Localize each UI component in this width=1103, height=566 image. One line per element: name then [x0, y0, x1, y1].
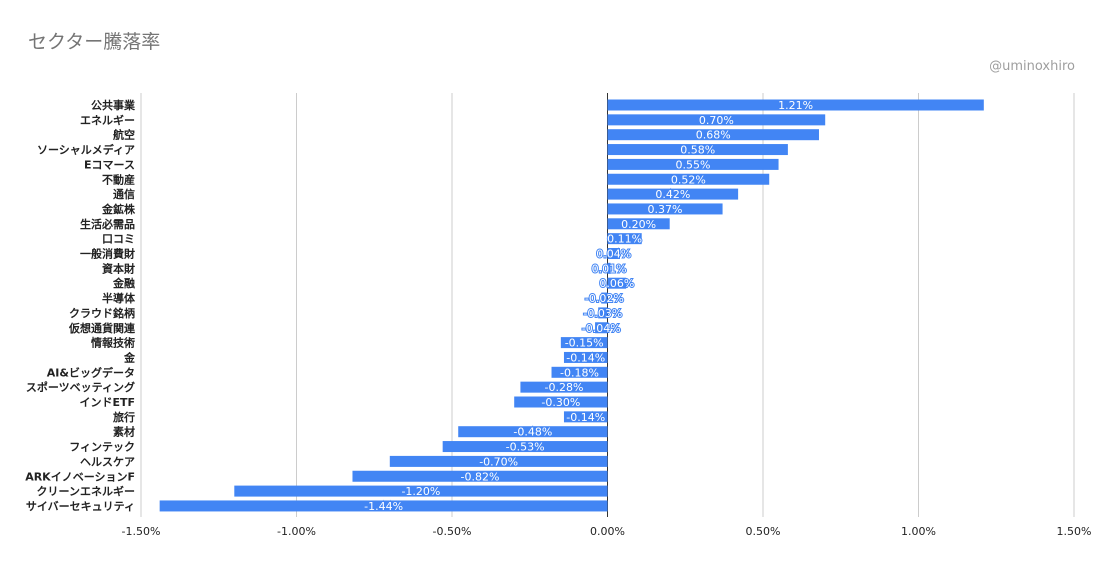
- bar: [514, 396, 608, 408]
- data-label: -0.02%: [585, 292, 624, 305]
- data-label: -0.48%: [513, 426, 552, 439]
- category-label: 公共事業: [91, 98, 136, 112]
- data-label: 0.58%: [680, 144, 715, 157]
- bar: [607, 188, 739, 200]
- category-label: 航空: [113, 128, 135, 142]
- bar: [458, 426, 608, 438]
- bar: [607, 114, 826, 126]
- data-label: -0.15%: [565, 337, 604, 350]
- category-label: 一般消費財: [80, 247, 135, 261]
- data-label: 0.06%: [599, 277, 634, 290]
- x-tick-label: 0.50%: [746, 525, 781, 538]
- category-label: 旅行: [113, 410, 135, 424]
- bar: [607, 173, 770, 185]
- category-label: 金融: [112, 276, 135, 290]
- data-label: -0.70%: [479, 455, 518, 468]
- bar: [520, 381, 608, 393]
- x-tick-label: 0.00%: [590, 525, 625, 538]
- category-label: Eコマース: [84, 158, 135, 171]
- data-label: -0.53%: [506, 441, 545, 454]
- category-label: 資本財: [102, 261, 135, 275]
- category-label: スポーツベッティング: [26, 380, 135, 394]
- bar: [607, 248, 620, 259]
- category-label: 素材: [113, 425, 135, 439]
- bar: [442, 441, 608, 453]
- category-label: 通信: [113, 187, 135, 201]
- data-label: -0.82%: [461, 470, 500, 483]
- data-label: -0.14%: [566, 351, 605, 364]
- category-label: 生活必需品: [80, 217, 135, 231]
- data-label: -1.20%: [401, 485, 440, 498]
- data-label: 0.52%: [671, 173, 706, 186]
- bar: [234, 485, 608, 497]
- bar: [607, 203, 723, 215]
- bar: [389, 455, 608, 467]
- data-label: -0.03%: [583, 307, 622, 320]
- data-label: -1.44%: [364, 500, 403, 513]
- category-label: インドETF: [79, 396, 135, 409]
- category-label: 半導体: [102, 291, 136, 305]
- data-label: 0.37%: [648, 203, 683, 216]
- data-label: -0.04%: [582, 322, 621, 335]
- bar: [551, 366, 608, 378]
- data-label: -0.18%: [560, 366, 599, 379]
- data-label: 0.20%: [621, 218, 656, 231]
- data-label: 0.04%: [596, 248, 631, 261]
- bar: [607, 277, 627, 289]
- bar: [607, 218, 670, 230]
- chart-title: セクター騰落率: [28, 31, 161, 53]
- bar: [563, 351, 608, 363]
- category-label: クラウド銘柄: [69, 306, 135, 320]
- data-label: 1.21%: [778, 99, 813, 112]
- bar: [560, 337, 608, 349]
- bar: [607, 262, 611, 274]
- data-label: 0.11%: [607, 233, 642, 246]
- bar: [607, 158, 779, 170]
- bar: [601, 292, 608, 304]
- data-label: 0.42%: [655, 188, 690, 201]
- bar: [352, 470, 608, 482]
- category-label: サイバーセキュリティ: [26, 500, 135, 513]
- category-label: クリーンエネルギー: [37, 484, 135, 498]
- bar: [563, 411, 608, 423]
- data-label: -0.28%: [544, 381, 583, 394]
- x-tick-label: 1.00%: [901, 525, 936, 538]
- category-label: 仮想通貨関連: [68, 321, 136, 335]
- category-label: ソーシャルメディア: [37, 143, 135, 157]
- data-label: -0.30%: [541, 396, 580, 409]
- x-tick-label: -0.50%: [433, 525, 472, 538]
- bar: [607, 99, 984, 111]
- category-label: ヘルスケア: [80, 455, 135, 468]
- label-layer: -1.50% -1.00% -0.50% 0.00% 0.50% 1.00% 1.50% 公共…: [25, 98, 1091, 538]
- data-label: 0.55%: [676, 158, 711, 171]
- category-label: 口コミ: [102, 233, 135, 246]
- category-label: 金: [123, 350, 136, 364]
- category-label: ARKイノベーションF: [25, 470, 135, 483]
- category-label: エネルギー: [80, 113, 135, 127]
- x-tick-label: -1.50%: [122, 525, 161, 538]
- category-label: 金鉱株: [101, 202, 136, 216]
- x-tick-label: -1.00%: [277, 525, 316, 538]
- bar: [595, 322, 608, 334]
- category-label: 不動産: [102, 172, 135, 186]
- data-label: -0.14%: [566, 411, 605, 424]
- chart-credit: @uminoxhiro: [989, 59, 1075, 74]
- x-tick-label: 1.50%: [1057, 525, 1092, 538]
- bar: [159, 500, 608, 512]
- data-label: 0.01%: [592, 262, 627, 275]
- bar-layer: [159, 99, 984, 512]
- category-label: AI&ビッグデータ: [47, 365, 135, 379]
- data-label: 0.68%: [696, 129, 731, 142]
- bar: [607, 233, 642, 245]
- bar: [607, 129, 819, 141]
- category-label: 情報技術: [91, 336, 135, 350]
- category-label: フィンテック: [69, 441, 135, 454]
- data-label: 0.70%: [699, 114, 734, 127]
- bar: [598, 307, 608, 319]
- bar: [607, 144, 788, 156]
